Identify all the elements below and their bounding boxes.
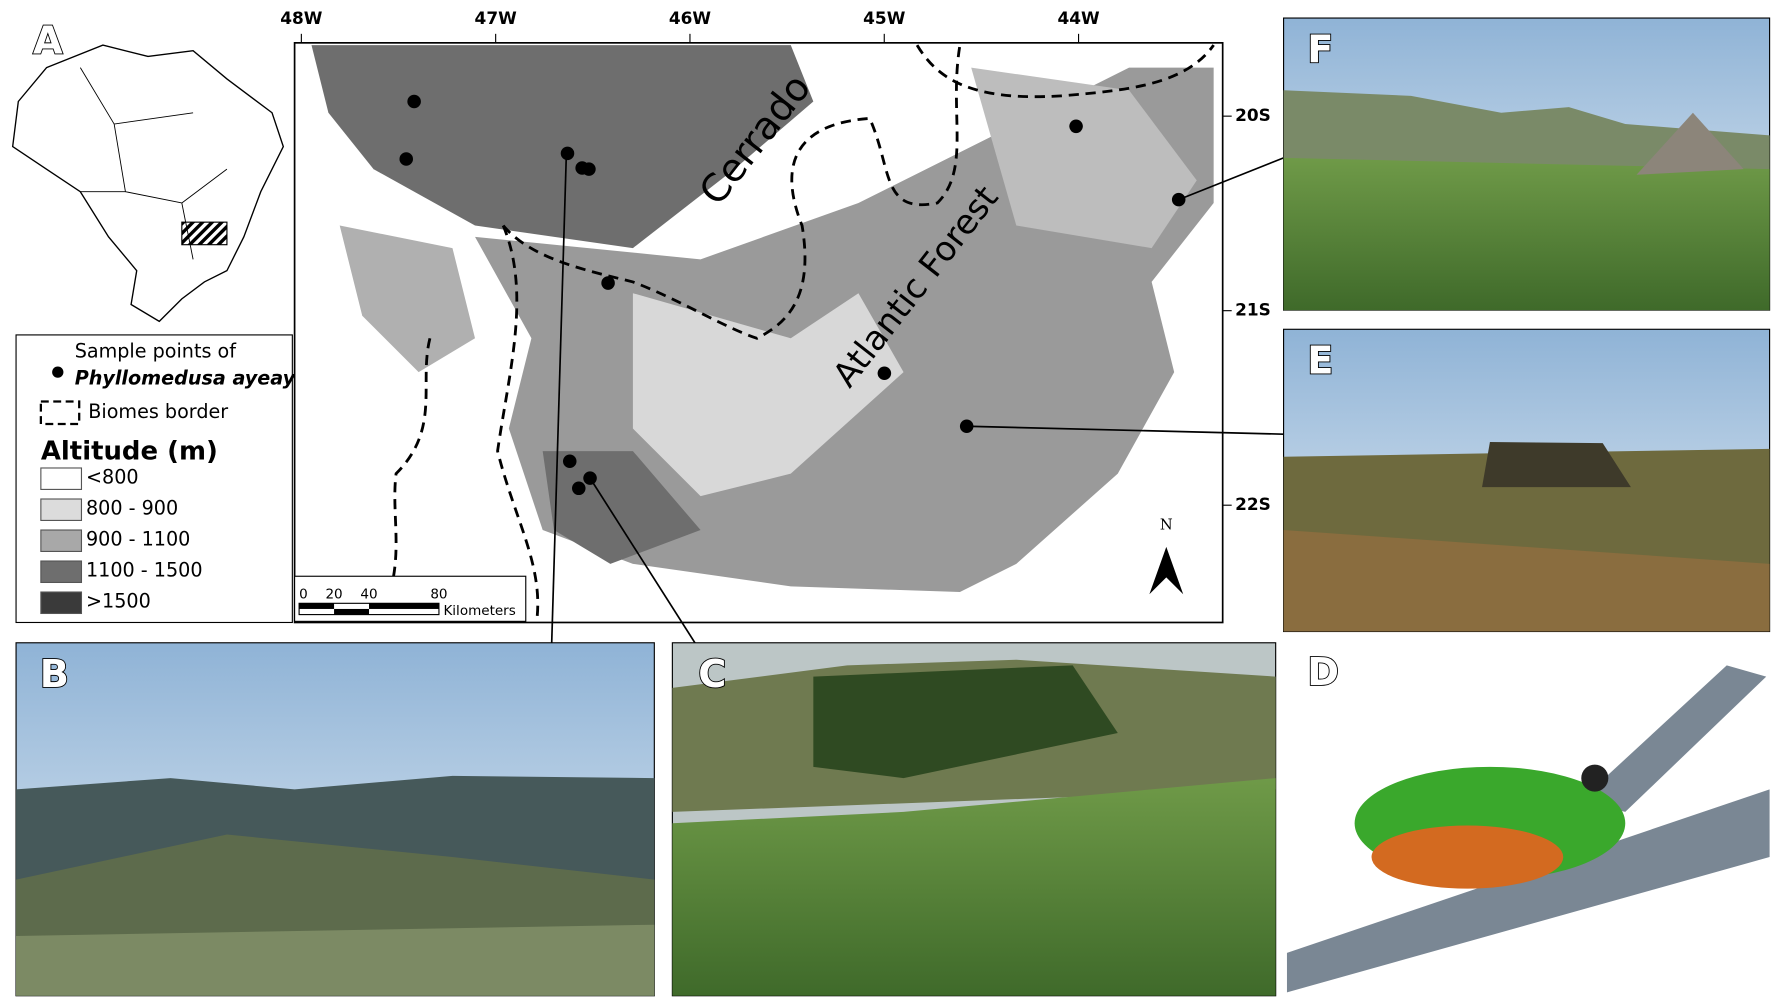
lon-label: 47W — [475, 8, 518, 28]
lat-label: 20S — [1235, 105, 1271, 125]
legend-class: >1500 — [86, 590, 151, 613]
scale-bar: 0 20 40 80 Kilometers — [295, 576, 526, 621]
legend-swatch — [41, 592, 82, 613]
lon-label: 45W — [863, 8, 906, 28]
scale-tick-label: 0 — [299, 586, 308, 602]
legend-point — [52, 366, 63, 377]
scale-tick-label: 40 — [360, 586, 377, 602]
brazil-inset — [13, 45, 284, 321]
scale-tick-label: 80 — [430, 586, 447, 602]
scale-unit: Kilometers — [443, 603, 515, 619]
photo-c — [672, 643, 1275, 996]
legend-title: Altitude (m) — [41, 437, 218, 467]
panel-label: F — [1307, 27, 1333, 72]
legend-text: Sample points of — [75, 339, 238, 362]
legend-swatch — [41, 468, 82, 489]
lat-label: 22S — [1235, 494, 1271, 514]
photo-e — [1284, 329, 1770, 631]
panel-label: D — [1307, 650, 1339, 695]
legend-swatch — [41, 530, 82, 551]
panel-label: E — [1307, 339, 1333, 384]
photo-b — [16, 643, 654, 996]
photo-d — [1287, 665, 1770, 992]
legend-swatch — [41, 561, 82, 582]
lat-label: 21S — [1235, 300, 1271, 320]
figure: A Sample points of Phyllomedusa ayeaye B… — [0, 0, 1771, 998]
legend-class: 800 - 900 — [86, 497, 178, 520]
photo-f — [1284, 18, 1770, 310]
lon-label: 48W — [280, 8, 323, 28]
legend-text: Biomes border — [88, 400, 228, 423]
legend: Sample points of Phyllomedusa ayeaye Bio… — [16, 335, 308, 623]
panel-label: B — [40, 652, 69, 697]
legend-class: 1100 - 1500 — [86, 559, 203, 582]
scale-tick-label: 20 — [325, 586, 342, 602]
legend-class: <800 — [86, 466, 139, 489]
lon-label: 46W — [669, 8, 712, 28]
legend-class: 900 - 1100 — [86, 528, 190, 551]
lon-label: 44W — [1057, 8, 1100, 28]
north-label: N — [1160, 517, 1173, 534]
panel-label: C — [698, 652, 726, 697]
panel-label: A — [33, 18, 63, 63]
legend-swatch — [41, 499, 82, 520]
legend-species: Phyllomedusa ayeaye — [75, 366, 308, 389]
